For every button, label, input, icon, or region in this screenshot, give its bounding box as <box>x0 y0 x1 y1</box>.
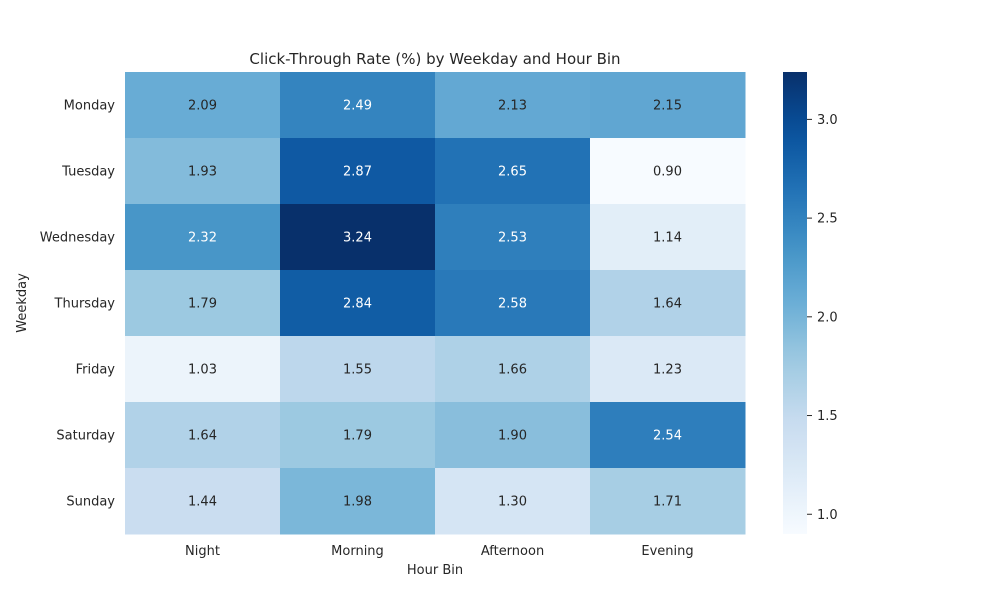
heatmap-cell <box>125 72 281 139</box>
heatmap-cell <box>125 204 281 271</box>
heatmap-cell <box>280 336 436 403</box>
heatmap-cell <box>280 204 436 271</box>
y-tick-label: Tuesday <box>61 165 115 180</box>
cell-value-label: 1.64 <box>653 297 682 312</box>
cell-value-label: 2.54 <box>653 429 682 444</box>
y-axis-label: Weekday <box>15 273 30 333</box>
heatmap-cell <box>590 402 746 469</box>
heatmap-cell <box>435 336 591 403</box>
chart-title: Click-Through Rate (%) by Weekday and Ho… <box>249 50 620 68</box>
cell-value-label: 2.09 <box>188 99 217 114</box>
heatmap-cell <box>590 72 746 139</box>
colorbar-tick-label: 2.5 <box>817 212 838 227</box>
x-tick-label: Afternoon <box>481 544 544 559</box>
heatmap-cell <box>125 468 281 535</box>
heatmap-cell <box>590 138 746 205</box>
heatmap-cell <box>125 402 281 469</box>
cell-value-label: 1.79 <box>343 429 372 444</box>
x-axis-ticks: Night Morning Afternoon Evening <box>185 544 694 559</box>
y-tick-label: Monday <box>64 99 116 114</box>
x-axis-label: Hour Bin <box>407 563 463 578</box>
cell-value-label: 1.90 <box>498 429 527 444</box>
heatmap-cell <box>435 72 591 139</box>
y-tick-label: Saturday <box>56 429 115 444</box>
heatmap-cell <box>280 72 436 139</box>
cell-value-label: 2.15 <box>653 99 682 114</box>
colorbar <box>783 72 807 534</box>
cell-value-label: 1.66 <box>498 363 527 378</box>
cell-value-label: 1.14 <box>653 231 682 246</box>
y-tick-label: Wednesday <box>40 231 116 246</box>
cell-value-label: 1.30 <box>498 495 527 510</box>
heatmap-cell <box>435 402 591 469</box>
x-tick-label: Night <box>185 544 220 559</box>
heatmap-cell <box>280 270 436 337</box>
heatmap-cell <box>125 138 281 205</box>
x-tick-label: Morning <box>331 544 384 559</box>
heatmap-cell <box>590 468 746 535</box>
colorbar-tick-label: 2.0 <box>817 310 838 325</box>
cell-value-label: 2.13 <box>498 99 527 114</box>
cell-value-label: 1.79 <box>188 297 217 312</box>
y-tick-label: Sunday <box>66 495 115 510</box>
heatmap-cell <box>280 402 436 469</box>
cell-value-label: 2.53 <box>498 231 527 246</box>
cell-value-label: 2.58 <box>498 297 527 312</box>
cell-value-label: 0.90 <box>653 165 682 180</box>
heatmap-cell <box>125 270 281 337</box>
y-tick-label: Thursday <box>54 297 116 312</box>
heatmap-cell <box>590 270 746 337</box>
heatmap-cell <box>125 336 281 403</box>
heatmap-cell <box>590 336 746 403</box>
cell-value-label: 1.64 <box>188 429 217 444</box>
cell-value-label: 1.03 <box>188 363 217 378</box>
cell-value-label: 1.23 <box>653 363 682 378</box>
cell-value-label: 2.49 <box>343 99 372 114</box>
heatmap-cell <box>590 204 746 271</box>
heatmap-cell <box>435 468 591 535</box>
colorbar-ticks: 1.0 1.5 2.0 2.5 3.0 <box>807 113 838 523</box>
cell-value-label: 2.65 <box>498 165 527 180</box>
colorbar-tick-label: 3.0 <box>817 113 838 128</box>
y-axis-ticks: Monday Tuesday Wednesday Thursday Friday Satu… <box>40 99 116 510</box>
cell-value-label: 1.71 <box>653 495 682 510</box>
cell-value-label: 1.93 <box>188 165 217 180</box>
cell-value-label: 1.44 <box>188 495 217 510</box>
cell-value-label: 3.24 <box>343 231 372 246</box>
colorbar-tick-label: 1.5 <box>817 409 838 424</box>
heatmap-cell <box>435 138 591 205</box>
heatmap-cell <box>280 138 436 205</box>
cell-value-label: 2.87 <box>343 165 372 180</box>
x-tick-label: Evening <box>641 544 693 559</box>
heatmap-cell <box>280 468 436 535</box>
heatmap-cell <box>435 204 591 271</box>
cell-value-label: 2.32 <box>188 231 217 246</box>
cell-value-label: 1.98 <box>343 495 372 510</box>
cell-value-label: 2.84 <box>343 297 372 312</box>
colorbar-tick-label: 1.0 <box>817 508 838 523</box>
heatmap-cells: 2.09 2.49 2.13 2.15 1.93 2.87 2.65 0.90 2.32 3.24… <box>125 72 746 535</box>
y-tick-label: Friday <box>76 363 116 378</box>
heatmap-cell <box>435 270 591 337</box>
cell-value-label: 1.55 <box>343 363 372 378</box>
